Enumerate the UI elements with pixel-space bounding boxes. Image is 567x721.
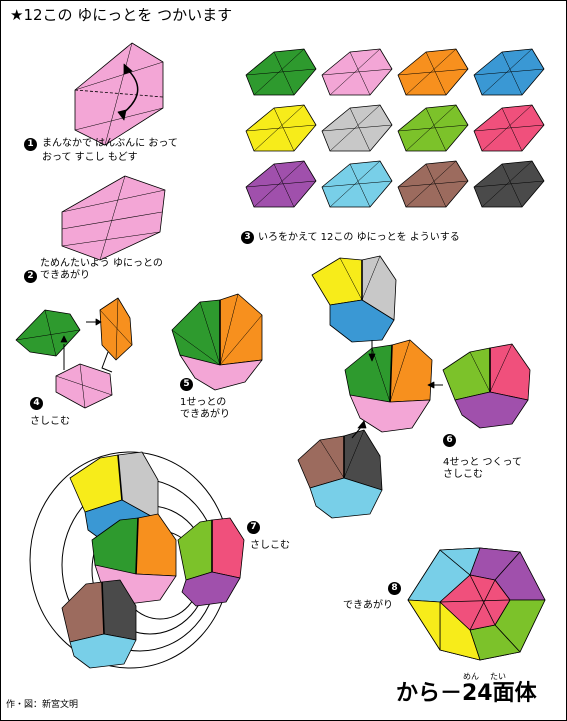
step6-set-right [442,343,531,429]
unit-8 [473,104,545,152]
unit-11 [397,160,469,208]
unit-grid [245,48,545,208]
unit-4 [473,48,545,96]
step4-number: 4 [30,397,43,410]
step5-number: 5 [180,378,193,391]
credit: 作・図：新宮文明 [6,700,79,710]
step5-set [171,293,263,391]
step6-number: 6 [443,434,456,447]
step3-text-line1: いろをかえて 12この ゆにっとを よういする [258,232,460,243]
unit-2 [321,48,393,96]
model-title: から－24面体 [396,681,537,706]
step4-units [15,297,133,409]
unit-5 [245,104,317,152]
step6-text-line1: 4せっと つくって [443,457,523,468]
step2-text-line2: できあがり [40,270,90,281]
step6-set-top [311,255,397,343]
step4-text-line1: さしこむ [30,416,70,427]
step2-unit [61,175,166,261]
step8-text-line1: できあがり [343,600,393,611]
unit-6 [321,104,393,152]
step6-set-bottom [297,429,383,519]
unit-3 [397,48,469,96]
title-ruby-men: めん [463,672,479,681]
final-model [407,547,546,661]
step2-number: 2 [24,270,37,283]
unit-9 [245,160,317,208]
step7-number: 7 [247,521,260,534]
title-ruby-tai: たい [490,672,506,681]
step6-set-center [344,339,433,433]
step1-unit [74,42,164,146]
step3-number: 3 [241,231,254,244]
page-title: ★12この ゆにっとを つかいます [10,6,233,24]
unit-1 [245,48,317,96]
step5-text-line1: 1せっとの [180,397,227,408]
step2-text-line1: ためんたいよう ゆにっとの [40,258,163,269]
step8-number: 8 [388,582,401,595]
step1-text-line1: まんなかで はんぶんに おって [42,138,178,149]
step7-assembly [61,451,245,669]
unit-7 [397,104,469,152]
step6-text-line2: さしこむ [443,469,483,480]
unit-10 [321,160,393,208]
step5-text-line2: できあがり [180,409,230,420]
step1-number: 1 [24,138,37,151]
step1-text-line2: おって すこし もどす [42,152,138,163]
step7-text-line1: さしこむ [250,540,290,551]
unit-12 [473,160,545,208]
